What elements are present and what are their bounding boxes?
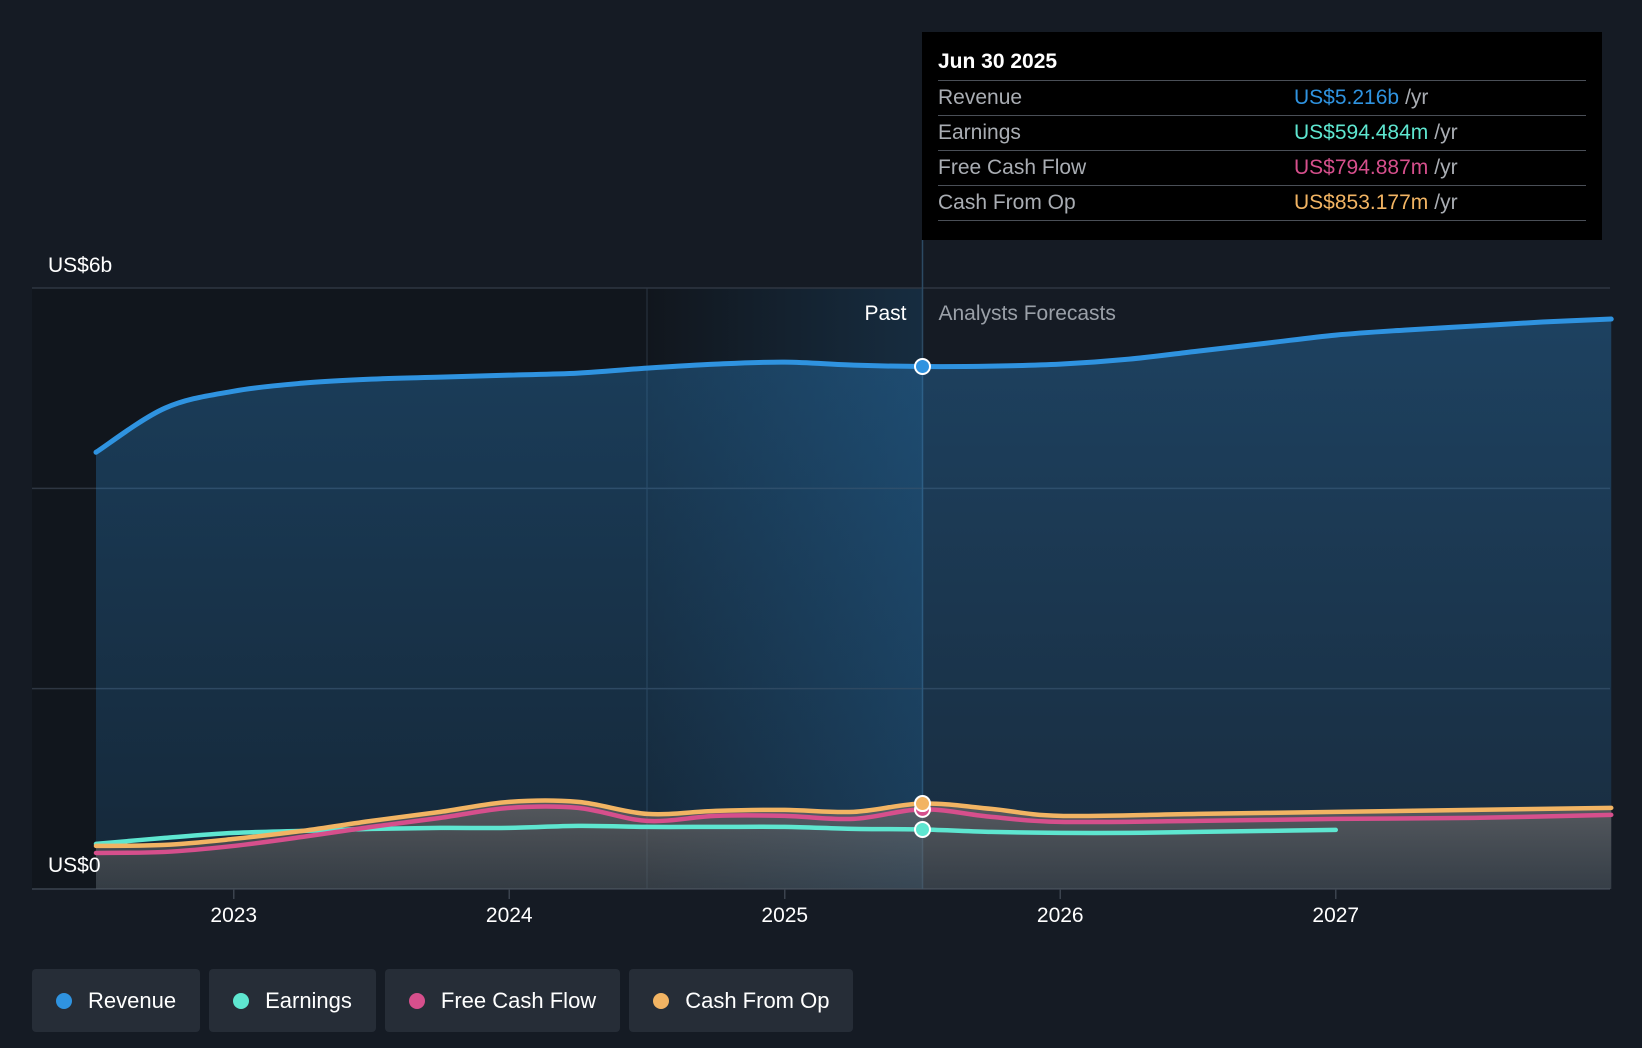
tooltip-label: Cash From Op bbox=[938, 191, 1076, 214]
legend-item-earnings[interactable]: Earnings bbox=[209, 969, 376, 1032]
tooltip-label: Free Cash Flow bbox=[938, 156, 1087, 179]
tooltip-row-revenue: Revenue US$5.216b /yr bbox=[938, 80, 1586, 115]
series-line-free-cash-flow bbox=[93, 804, 1614, 856]
x-tick-label: 2025 bbox=[761, 904, 808, 927]
tooltip-row-earnings: Earnings US$594.484m /yr bbox=[938, 115, 1586, 150]
tooltip-value: US$594.484m bbox=[1294, 121, 1429, 144]
tooltip-unit: /yr bbox=[1434, 191, 1458, 214]
legend-dot-icon bbox=[233, 992, 250, 1009]
marker-revenue bbox=[914, 358, 931, 376]
y-label-bottom: US$0 bbox=[48, 854, 101, 877]
x-tick-label: 2023 bbox=[210, 904, 257, 927]
tooltip-row-free-cash-flow: Free Cash Flow US$794.887m /yr bbox=[938, 150, 1586, 185]
legend-item-free-cash-flow[interactable]: Free Cash Flow bbox=[384, 969, 621, 1032]
tooltip-unit: /yr bbox=[1405, 86, 1429, 109]
tooltip-value: US$794.887m bbox=[1294, 156, 1429, 179]
x-tick-label: 2026 bbox=[1037, 904, 1084, 927]
legend-label: Free Cash Flow bbox=[440, 987, 597, 1013]
region-label-forecast: Analysts Forecasts bbox=[939, 302, 1116, 325]
tooltip-date: Jun 30 2025 bbox=[938, 50, 1058, 73]
tooltip-value: US$853.177m bbox=[1294, 191, 1429, 214]
tooltip-row-cash-from-op: Cash From Op US$853.177m /yr bbox=[938, 185, 1586, 221]
revenue-area bbox=[96, 319, 1612, 890]
legend-item-revenue[interactable]: Revenue bbox=[32, 969, 201, 1032]
legend-label: Revenue bbox=[88, 987, 177, 1013]
legend-label: Earnings bbox=[265, 987, 352, 1013]
x-tick-label: 2024 bbox=[486, 904, 533, 927]
tooltip-unit: /yr bbox=[1434, 156, 1458, 179]
legend-item-cash-from-op[interactable]: Cash From Op bbox=[629, 969, 854, 1032]
legend-dot-icon bbox=[56, 992, 72, 1009]
tooltip-label: Revenue bbox=[938, 86, 1023, 109]
marker-cash-from-op bbox=[914, 795, 931, 813]
tooltip-value: US$5.216b bbox=[1294, 86, 1400, 109]
legend-dot-icon bbox=[653, 992, 670, 1009]
series-line-revenue bbox=[93, 316, 1614, 455]
series-line-cash-from-op bbox=[93, 798, 1614, 849]
x-tick-label: 2027 bbox=[1312, 904, 1359, 927]
tooltip-label: Earnings bbox=[938, 121, 1021, 144]
tooltip-unit: /yr bbox=[1434, 121, 1458, 144]
y-label-top: US$6b bbox=[48, 254, 112, 277]
tooltip: Jun 30 2025 Revenue US$5.216b /yr Earnin… bbox=[922, 32, 1602, 240]
legend-dot-icon bbox=[408, 992, 425, 1009]
legend: Revenue Earnings Free Cash Flow Cash Fro… bbox=[32, 969, 854, 1032]
region-label-past: Past bbox=[864, 302, 906, 325]
legend-label: Cash From Op bbox=[685, 987, 830, 1013]
marker-earnings bbox=[914, 821, 931, 839]
